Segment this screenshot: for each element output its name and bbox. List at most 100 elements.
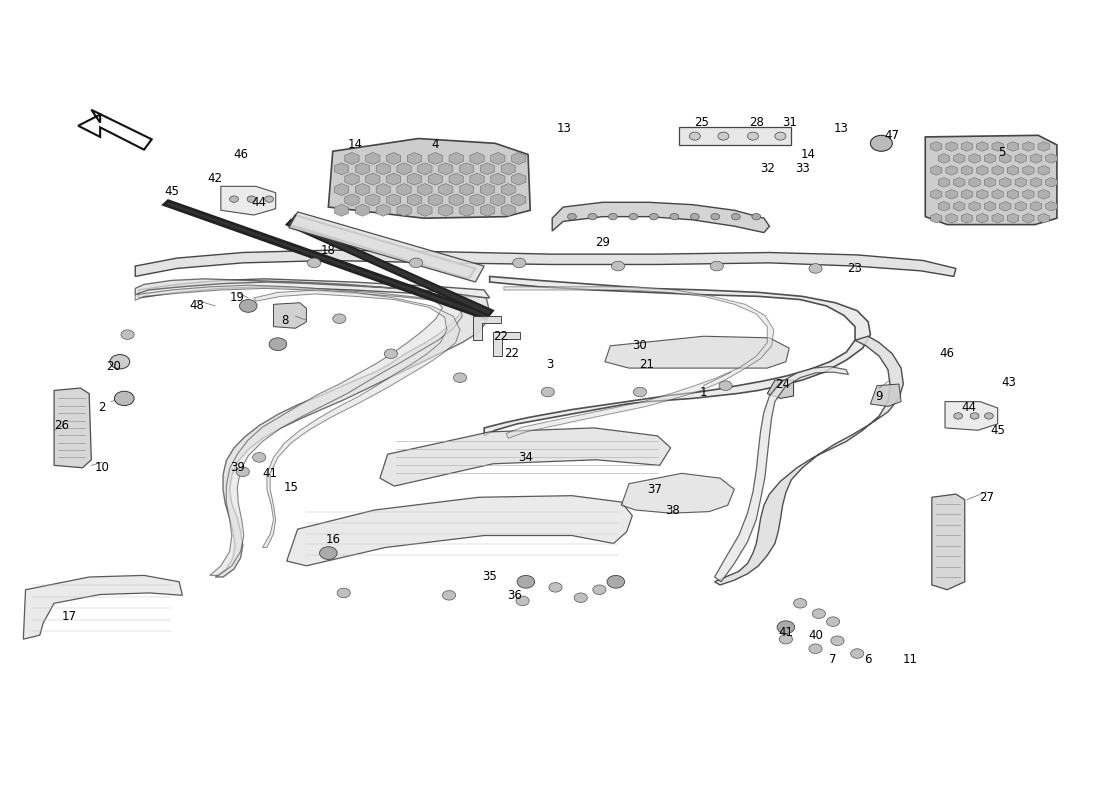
- Circle shape: [516, 596, 529, 606]
- Circle shape: [240, 299, 257, 312]
- Circle shape: [812, 609, 825, 618]
- Text: 9: 9: [876, 390, 883, 402]
- Text: 27: 27: [979, 490, 994, 504]
- Circle shape: [121, 330, 134, 339]
- Polygon shape: [870, 384, 901, 406]
- Text: 46: 46: [939, 347, 955, 360]
- Circle shape: [830, 636, 844, 646]
- Text: 13: 13: [834, 122, 848, 135]
- Polygon shape: [552, 202, 769, 233]
- Polygon shape: [605, 336, 789, 368]
- Text: 20: 20: [106, 360, 121, 373]
- Text: 42: 42: [208, 172, 223, 185]
- Polygon shape: [945, 402, 998, 430]
- Text: 39: 39: [230, 462, 244, 474]
- Circle shape: [719, 381, 733, 390]
- Polygon shape: [504, 286, 773, 438]
- Polygon shape: [289, 215, 475, 279]
- Polygon shape: [54, 388, 91, 468]
- Circle shape: [384, 349, 397, 358]
- Circle shape: [114, 391, 134, 406]
- Circle shape: [711, 262, 724, 271]
- Circle shape: [732, 214, 740, 220]
- Text: 44: 44: [961, 402, 977, 414]
- Circle shape: [984, 413, 993, 419]
- Polygon shape: [139, 279, 490, 298]
- Circle shape: [649, 214, 658, 220]
- Text: 41: 41: [779, 626, 793, 639]
- Text: 29: 29: [595, 236, 610, 249]
- Circle shape: [337, 588, 350, 598]
- Polygon shape: [289, 212, 484, 282]
- Text: 8: 8: [280, 314, 288, 326]
- Circle shape: [690, 132, 701, 140]
- Polygon shape: [164, 201, 490, 318]
- Text: 19: 19: [230, 291, 245, 305]
- Circle shape: [265, 196, 274, 202]
- Polygon shape: [274, 302, 307, 328]
- Circle shape: [549, 582, 562, 592]
- Circle shape: [970, 413, 979, 419]
- Text: 44: 44: [252, 196, 266, 209]
- Circle shape: [513, 258, 526, 268]
- Circle shape: [236, 467, 250, 477]
- Circle shape: [612, 262, 625, 271]
- Circle shape: [308, 258, 321, 268]
- Circle shape: [270, 338, 287, 350]
- Circle shape: [691, 214, 700, 220]
- Text: 6: 6: [865, 653, 872, 666]
- Text: 38: 38: [666, 503, 680, 517]
- Circle shape: [777, 621, 794, 634]
- Text: 34: 34: [518, 451, 534, 464]
- Text: 3: 3: [547, 358, 553, 370]
- Polygon shape: [254, 290, 460, 547]
- Text: 25: 25: [694, 116, 708, 129]
- Circle shape: [793, 598, 806, 608]
- Circle shape: [752, 214, 761, 220]
- Polygon shape: [715, 336, 903, 585]
- Text: 14: 14: [801, 148, 815, 161]
- Text: 33: 33: [795, 162, 810, 175]
- Text: 48: 48: [189, 299, 205, 313]
- Text: 13: 13: [557, 122, 572, 135]
- Circle shape: [634, 387, 647, 397]
- Polygon shape: [379, 428, 671, 486]
- Polygon shape: [621, 474, 735, 514]
- Text: 15: 15: [284, 481, 298, 494]
- Circle shape: [574, 593, 587, 602]
- Circle shape: [748, 132, 759, 140]
- Circle shape: [954, 413, 962, 419]
- Polygon shape: [23, 575, 183, 639]
- Circle shape: [230, 196, 239, 202]
- Circle shape: [110, 354, 130, 369]
- Text: 43: 43: [1001, 376, 1016, 389]
- Text: 16: 16: [326, 533, 340, 546]
- Polygon shape: [135, 279, 490, 577]
- Circle shape: [608, 214, 617, 220]
- Circle shape: [517, 575, 535, 588]
- Text: 7: 7: [829, 653, 837, 666]
- Circle shape: [593, 585, 606, 594]
- Polygon shape: [135, 286, 462, 575]
- Text: 28: 28: [749, 116, 763, 129]
- Text: 18: 18: [321, 244, 336, 257]
- Text: 11: 11: [902, 653, 917, 666]
- Polygon shape: [473, 316, 500, 340]
- Polygon shape: [78, 110, 152, 150]
- Polygon shape: [932, 494, 965, 590]
- Polygon shape: [715, 366, 848, 582]
- Polygon shape: [135, 250, 956, 277]
- Circle shape: [711, 214, 719, 220]
- Polygon shape: [221, 186, 276, 215]
- Circle shape: [629, 214, 638, 220]
- Text: 22: 22: [493, 330, 508, 342]
- Polygon shape: [484, 277, 870, 436]
- Text: 26: 26: [54, 419, 69, 432]
- Text: 24: 24: [776, 378, 790, 390]
- Text: 45: 45: [990, 424, 1005, 437]
- Circle shape: [826, 617, 839, 626]
- Polygon shape: [493, 332, 520, 356]
- Text: 41: 41: [263, 467, 277, 480]
- Polygon shape: [287, 496, 632, 566]
- Circle shape: [568, 214, 576, 220]
